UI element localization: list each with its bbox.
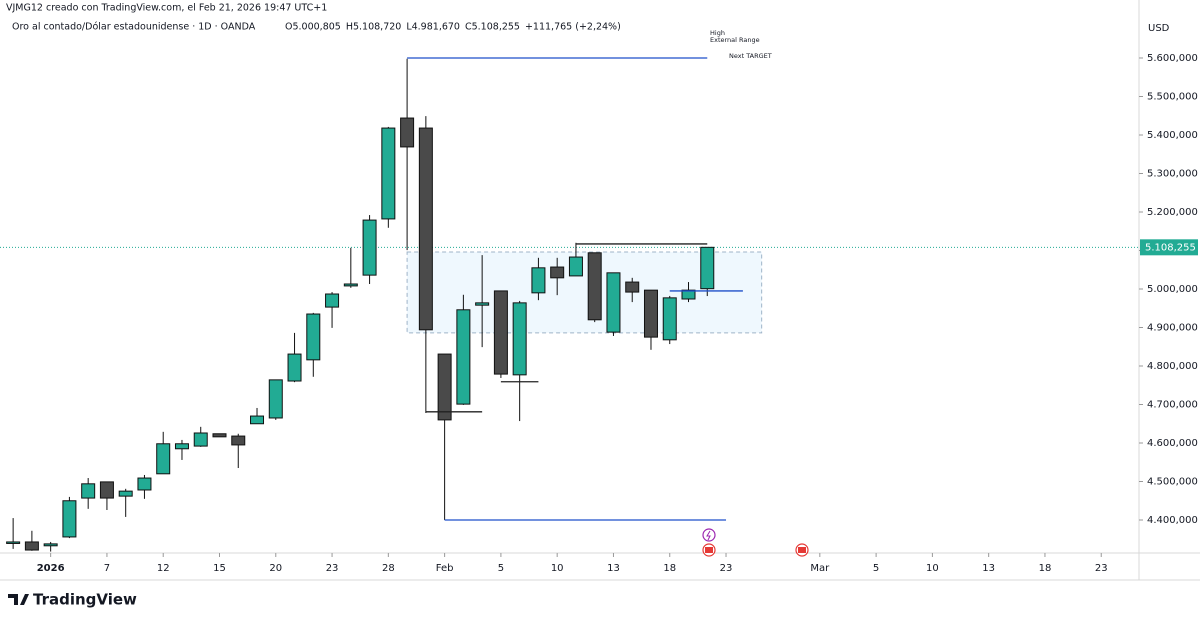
annotation: External Range: [710, 36, 760, 44]
candle-body: [531, 267, 546, 294]
x-tick-label: Feb: [436, 563, 454, 574]
candle-body: [43, 543, 58, 547]
event-icon: [702, 528, 716, 542]
legend-value: O5.000,805: [285, 22, 341, 33]
last-price-label: 5.108,255: [1145, 242, 1196, 253]
candle-body: [512, 302, 527, 376]
candle-body: [381, 127, 396, 220]
candle-body: [62, 500, 77, 538]
x-tick-label: 15: [213, 563, 226, 574]
event-markers: [702, 528, 809, 557]
candle-body: [118, 490, 133, 497]
x-tick-label: 18: [663, 563, 676, 574]
candle-body: [193, 432, 208, 447]
candle-body: [306, 313, 321, 361]
attribution: VJMG12 creado con TradingView.com, el Fe…: [6, 3, 327, 14]
y-tick-label: 5.300,000: [1147, 168, 1198, 179]
candle-body: [418, 127, 433, 331]
candle-body: [6, 541, 21, 544]
x-tick-label: 28: [382, 563, 395, 574]
y-tick-label: 4.900,000: [1147, 322, 1198, 333]
candle-body: [606, 272, 621, 333]
x-tick-label: 13: [607, 563, 620, 574]
candle-body: [568, 256, 583, 277]
candle-body: [550, 266, 565, 279]
event-icon: [706, 530, 711, 541]
candle-body: [174, 443, 189, 450]
candle-body: [493, 290, 508, 375]
chart-title: Oro al contado/Dólar estadounidense · 1D…: [12, 22, 256, 33]
x-tick-label: 5: [498, 563, 504, 574]
y-tick-label: 5.000,000: [1147, 284, 1198, 295]
x-tick-label: 10: [926, 563, 939, 574]
x-tick-label: 13: [982, 563, 995, 574]
x-tick-label: 2026: [37, 563, 65, 574]
legend-value: +111,765 (+2,24%): [525, 22, 621, 33]
x-tick-label: 23: [720, 563, 733, 574]
x-tick-label: 5: [873, 563, 879, 574]
candle-body: [250, 415, 265, 425]
x-tick-label: 23: [1095, 563, 1108, 574]
y-tick-label: 4.700,000: [1147, 399, 1198, 410]
y-tick-label: 4.800,000: [1147, 361, 1198, 372]
y-tick-label: 4.600,000: [1147, 438, 1198, 449]
candle-body: [456, 309, 471, 405]
candle-body: [287, 353, 302, 382]
y-tick-label: 4.400,000: [1147, 515, 1198, 526]
candle-body: [325, 293, 340, 308]
candle-body: [475, 302, 490, 306]
x-tick-label: 18: [1039, 563, 1052, 574]
x-tick-label: 20: [269, 563, 282, 574]
y-tick-label: 5.600,000: [1147, 53, 1198, 64]
last-price-tag: [1140, 239, 1198, 256]
x-tick-label: 12: [157, 563, 170, 574]
candle-body: [268, 379, 283, 419]
plot-area: [0, 57, 1138, 552]
y-tick-label: 5.400,000: [1147, 130, 1198, 141]
annotation: Next TARGET: [729, 52, 772, 60]
candle-body: [400, 117, 415, 148]
y-tick-label: 5.500,000: [1147, 91, 1198, 102]
candle-body: [156, 443, 171, 475]
legend-value: C5.108,255: [465, 22, 520, 33]
currency: USD: [1148, 23, 1170, 34]
legend-value: L4.981,670: [406, 22, 460, 33]
logo: TradingView: [8, 591, 137, 609]
candle-body: [362, 219, 377, 276]
candle-body: [81, 483, 96, 499]
candle-body: [662, 297, 677, 341]
candle-body: [231, 435, 246, 446]
x-tick-label: 10: [551, 563, 564, 574]
candle-body: [24, 541, 39, 551]
logo-icon: [8, 594, 29, 605]
event-icon: [798, 547, 806, 553]
candle-body: [681, 289, 696, 300]
x-tick-label: Mar: [810, 563, 830, 574]
candle-body: [587, 252, 602, 321]
legend-value: H5.108,720: [346, 22, 402, 33]
candle-body: [212, 433, 227, 438]
candle-body: [625, 281, 640, 293]
annotation: High: [710, 29, 725, 37]
y-tick-label: 5.200,000: [1147, 207, 1198, 218]
brand: TradingView: [33, 591, 137, 609]
candle-body: [343, 283, 358, 287]
candle-body: [437, 353, 452, 421]
y-tick-label: 4.500,000: [1147, 477, 1198, 488]
x-tick-label: 7: [104, 563, 110, 574]
candle-body: [700, 246, 715, 290]
candle-body: [137, 477, 152, 491]
event-icon: [705, 547, 713, 553]
candle-body: [99, 481, 114, 499]
x-tick-label: 23: [326, 563, 339, 574]
candle-body: [643, 289, 658, 338]
